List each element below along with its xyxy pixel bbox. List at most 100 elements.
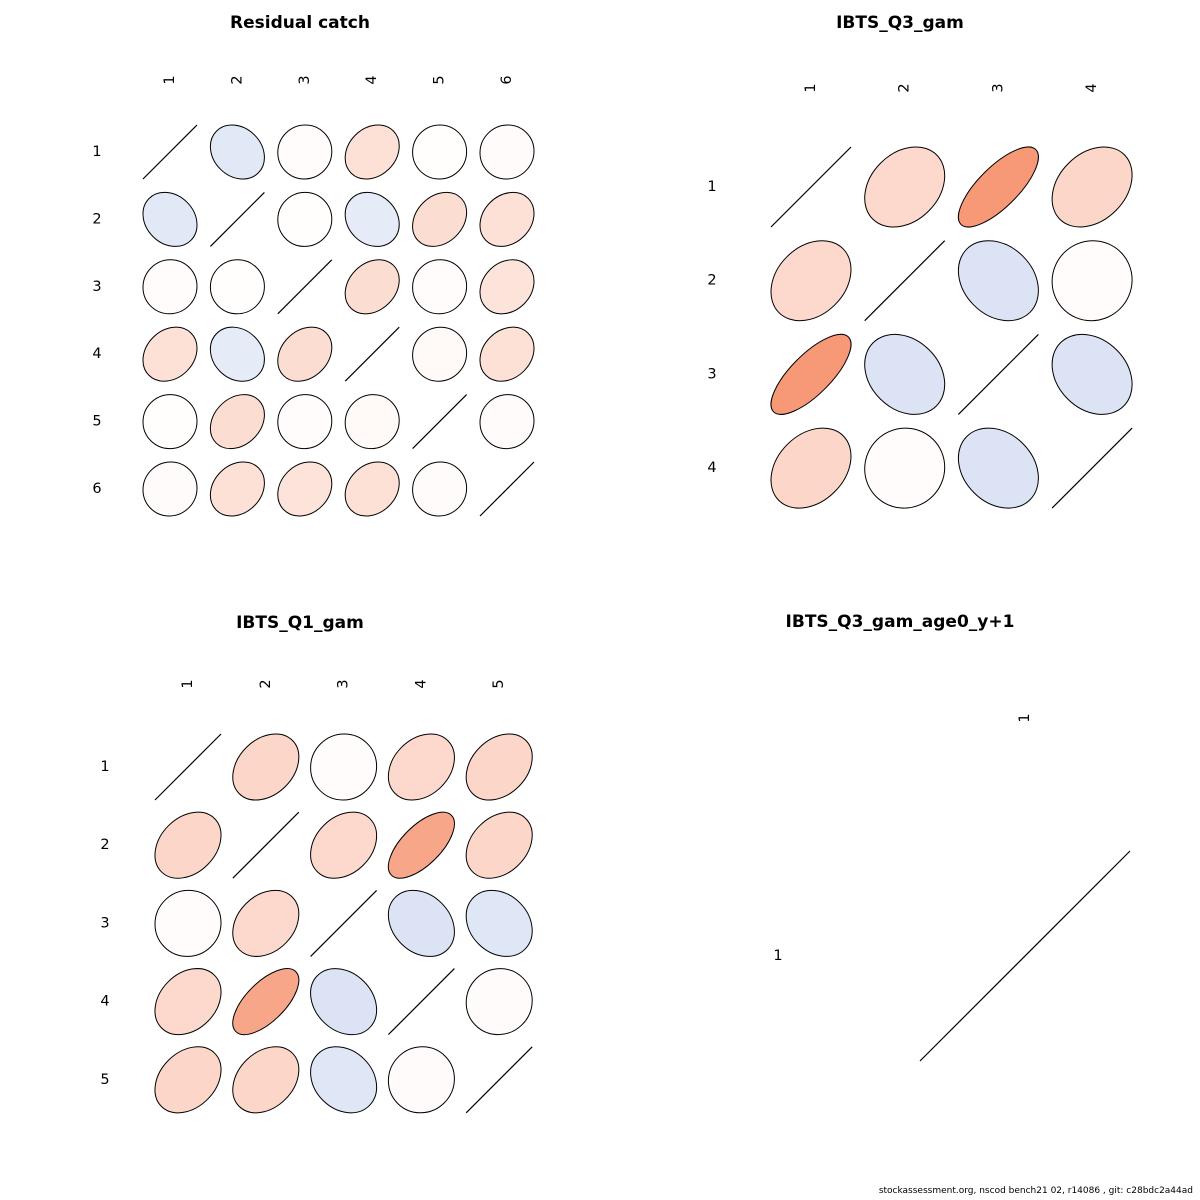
corr-ellipse	[1051, 146, 1133, 228]
corr-ellipse	[344, 259, 400, 315]
corr-ellipse	[277, 394, 333, 450]
col-label: 4	[413, 679, 429, 688]
col-label: 3	[297, 75, 313, 84]
col-label: 5	[491, 679, 507, 688]
corr-ellipse	[209, 326, 265, 382]
diagonal-unit-line	[277, 259, 333, 315]
diagonal-unit-line	[344, 326, 400, 382]
corr-ellipse	[154, 968, 222, 1036]
row-label: 5	[100, 1072, 109, 1088]
corr-ellipse	[209, 461, 265, 517]
corr-ellipse	[770, 427, 852, 509]
corr-ellipse	[957, 427, 1039, 509]
corr-ellipse	[412, 461, 468, 517]
corr-ellipse	[277, 326, 333, 382]
panel-title-ibts-q1-gam: IBTS_Q1_gam	[236, 613, 364, 633]
corr-ellipse	[387, 1046, 455, 1114]
diagonal-unit-line	[864, 240, 946, 322]
panel-title-residual-catch: Residual catch	[230, 13, 370, 33]
panel-4: 11	[773, 713, 1131, 1062]
corr-ellipse	[465, 889, 533, 957]
corr-ellipse	[864, 146, 946, 228]
row-label: 1	[707, 179, 716, 195]
row-label: 2	[100, 837, 109, 853]
panel-title-ibts-q3-gam-age0-y1: IBTS_Q3_gam_age0_y+1	[786, 612, 1015, 632]
corr-ellipse	[209, 259, 265, 315]
corr-ellipse	[957, 240, 1039, 322]
corr-ellipse	[770, 240, 852, 322]
row-label: 1	[92, 144, 101, 160]
corr-ellipse	[479, 191, 535, 247]
diagonal-unit-line	[1051, 427, 1133, 509]
row-label: 1	[773, 948, 782, 964]
row-label: 3	[100, 915, 109, 931]
corr-ellipse	[465, 733, 533, 801]
corr-ellipse	[310, 968, 378, 1036]
diagonal-unit-line	[770, 146, 852, 228]
corr-ellipse	[209, 394, 265, 450]
row-label: 3	[92, 279, 101, 295]
corr-ellipse	[277, 124, 333, 180]
corr-ellipse	[310, 1046, 378, 1114]
col-label: 2	[229, 75, 245, 84]
corr-ellipse	[344, 191, 400, 247]
corr-ellipse	[387, 733, 455, 801]
corr-ellipse	[154, 889, 222, 957]
corr-ellipse	[344, 394, 400, 450]
corr-ellipse	[864, 333, 946, 415]
corr-ellipse	[479, 259, 535, 315]
corr-ellipse	[310, 811, 378, 879]
corr-ellipse	[1051, 333, 1133, 415]
row-label: 3	[707, 366, 716, 382]
corr-ellipse	[465, 811, 533, 879]
diagonal-unit-line	[232, 811, 300, 879]
corr-ellipse	[142, 259, 198, 315]
corr-ellipse	[154, 811, 222, 879]
col-label: 1	[162, 75, 178, 84]
corr-ellipse	[232, 1046, 300, 1114]
row-label: 1	[100, 759, 109, 775]
corr-ellipse	[465, 968, 533, 1036]
corr-ellipse	[412, 326, 468, 382]
corr-ellipse	[142, 394, 198, 450]
diagonal-unit-line	[209, 191, 265, 247]
corr-ellipse	[232, 733, 300, 801]
panel-2: 1 1 2 2 3 3 4 4	[707, 83, 1133, 509]
corr-ellipse	[387, 811, 455, 879]
corr-ellipse	[864, 427, 946, 509]
col-label: 5	[432, 75, 448, 84]
panel-3: 1 1 2 2 3 3 4 4 5 5	[100, 679, 533, 1114]
corr-ellipse	[344, 124, 400, 180]
corr-ellipse	[387, 889, 455, 957]
col-label: 6	[499, 75, 515, 84]
col-label: 2	[258, 679, 274, 688]
diagonal-unit-line	[310, 889, 378, 957]
col-label: 1	[803, 83, 819, 92]
corr-ellipse	[479, 326, 535, 382]
diagonal-unit-line	[142, 124, 198, 180]
row-label: 4	[707, 460, 716, 476]
col-label: 1	[180, 679, 196, 688]
panel-1: 1 1 2 2 3 3 4 4 5 5 6 6	[92, 75, 535, 517]
diagonal-unit-line	[154, 733, 222, 801]
corr-ellipse	[412, 191, 468, 247]
corr-ellipse	[277, 461, 333, 517]
row-label: 2	[707, 273, 716, 289]
corr-ellipse	[142, 461, 198, 517]
corr-ellipse	[142, 326, 198, 382]
diagonal-unit-line	[412, 394, 468, 450]
row-label: 4	[92, 346, 101, 362]
corr-ellipse	[957, 146, 1039, 228]
corr-ellipse	[479, 394, 535, 450]
corr-ellipse	[344, 461, 400, 517]
col-label: 2	[897, 83, 913, 92]
diagonal-unit-line	[957, 333, 1039, 415]
col-label: 4	[364, 75, 380, 84]
row-label: 4	[100, 994, 109, 1010]
corr-ellipse	[412, 259, 468, 315]
corr-ellipse	[479, 124, 535, 180]
corr-ellipse	[209, 124, 265, 180]
col-label: 4	[1084, 83, 1100, 92]
col-label: 1	[1017, 713, 1033, 722]
